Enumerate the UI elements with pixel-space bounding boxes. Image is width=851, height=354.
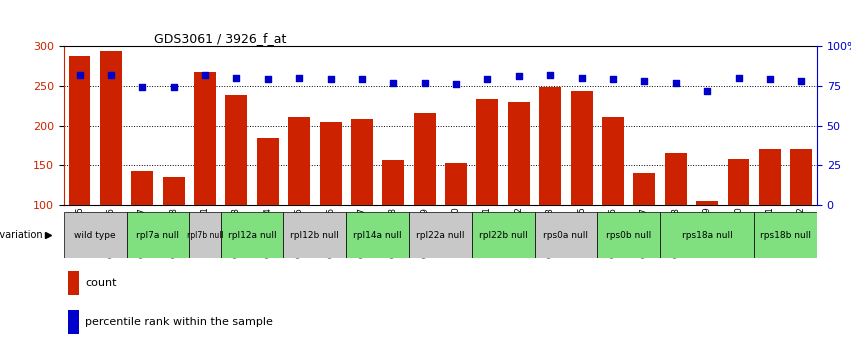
Bar — [131, 171, 153, 285]
Bar — [288, 117, 310, 285]
Bar — [534, 212, 597, 258]
Text: rpl7a null: rpl7a null — [136, 231, 180, 240]
Bar — [754, 212, 817, 258]
Bar — [571, 91, 592, 285]
Point — [293, 75, 306, 81]
Point — [574, 75, 588, 81]
Bar — [477, 98, 499, 285]
Bar — [69, 56, 90, 285]
Bar — [791, 149, 812, 285]
Point — [198, 72, 212, 78]
Point — [544, 72, 557, 78]
Point — [355, 76, 368, 82]
Bar — [194, 72, 216, 285]
Bar — [68, 271, 78, 295]
Bar — [127, 212, 189, 258]
Point — [104, 72, 117, 78]
Bar — [189, 212, 220, 258]
Bar — [283, 212, 346, 258]
Point — [606, 76, 620, 82]
Point — [669, 80, 683, 85]
Text: rps18b null: rps18b null — [760, 231, 811, 240]
Text: GDS3061 / 3926_f_at: GDS3061 / 3926_f_at — [154, 32, 287, 45]
Point — [512, 73, 526, 79]
Bar — [320, 122, 341, 285]
Bar — [163, 177, 185, 285]
Bar — [346, 212, 409, 258]
Text: wild type: wild type — [74, 231, 116, 240]
Point — [135, 85, 149, 90]
Point — [700, 88, 714, 93]
Bar — [257, 138, 279, 285]
Text: rps0a null: rps0a null — [544, 231, 588, 240]
Text: count: count — [85, 278, 117, 288]
Bar — [68, 310, 78, 333]
Bar — [409, 212, 471, 258]
Text: rpl12b null: rpl12b null — [290, 231, 340, 240]
Point — [386, 80, 400, 85]
Point — [481, 76, 494, 82]
Text: rpl14a null: rpl14a null — [353, 231, 402, 240]
Text: percentile rank within the sample: percentile rank within the sample — [85, 317, 273, 327]
Point — [763, 76, 777, 82]
Bar — [226, 95, 248, 285]
Text: rps18a null: rps18a null — [682, 231, 733, 240]
Text: rpl12a null: rpl12a null — [228, 231, 277, 240]
Bar — [351, 119, 373, 285]
Bar — [220, 212, 283, 258]
Text: rpl7b null: rpl7b null — [186, 231, 224, 240]
Point — [167, 85, 180, 90]
Point — [732, 75, 745, 81]
Bar — [759, 149, 781, 285]
Point — [72, 72, 86, 78]
Bar — [508, 102, 530, 285]
Bar — [660, 212, 754, 258]
Point — [323, 76, 337, 82]
Point — [261, 76, 275, 82]
Bar — [665, 153, 687, 285]
Bar — [696, 201, 718, 285]
Bar — [633, 173, 655, 285]
Bar — [100, 51, 122, 285]
Bar — [602, 117, 624, 285]
Bar — [728, 159, 750, 285]
Point — [795, 78, 808, 84]
Point — [418, 80, 431, 85]
Point — [637, 78, 651, 84]
Text: rpl22a null: rpl22a null — [416, 231, 465, 240]
Text: rpl22b null: rpl22b null — [479, 231, 528, 240]
Bar — [471, 212, 534, 258]
Bar — [445, 163, 467, 285]
Bar — [64, 212, 127, 258]
Bar — [597, 212, 660, 258]
Text: rps0b null: rps0b null — [606, 231, 651, 240]
Bar — [540, 87, 561, 285]
Bar — [414, 113, 436, 285]
Point — [230, 75, 243, 81]
Text: genotype/variation: genotype/variation — [0, 230, 43, 240]
Point — [449, 81, 463, 87]
Bar — [382, 160, 404, 285]
